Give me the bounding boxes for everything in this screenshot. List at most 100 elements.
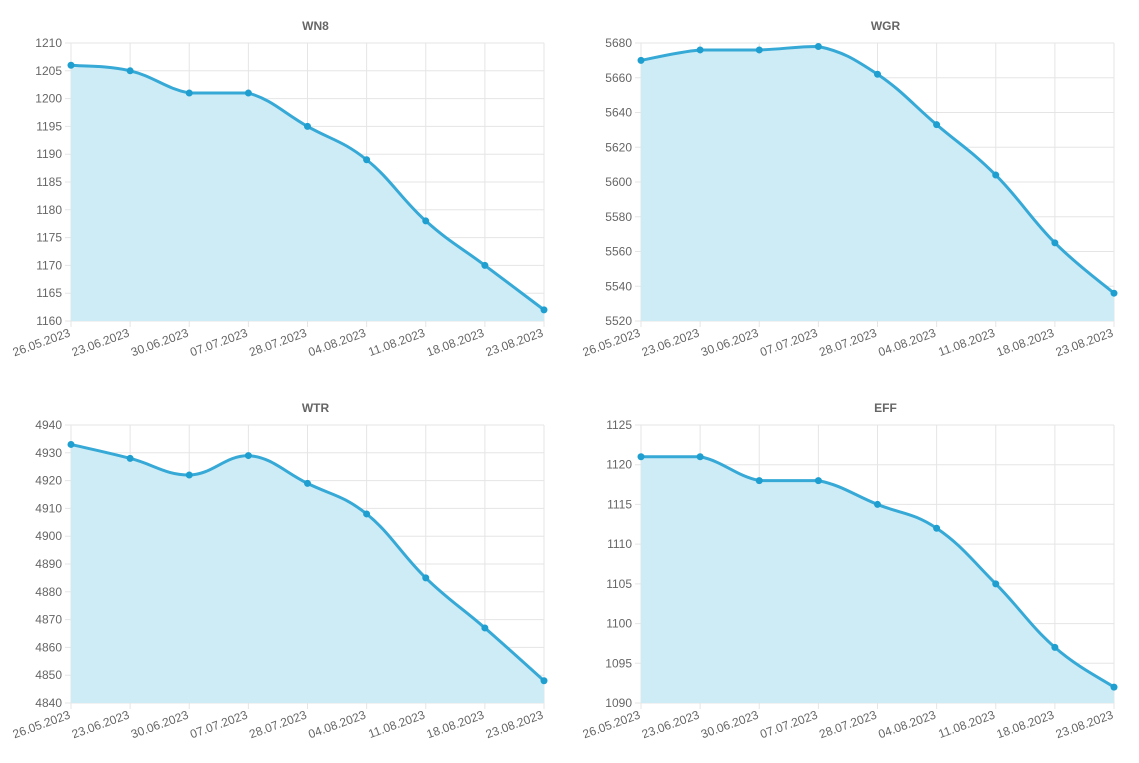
- eff-xtick-label: 18.08.2023: [995, 708, 1057, 742]
- wtr-point-4[interactable]: [304, 479, 311, 487]
- eff-ytick-label: 1105: [606, 577, 632, 591]
- wtr-title: WTR: [302, 401, 330, 415]
- wn8-xtick-label: 07.07.2023: [188, 326, 250, 360]
- wtr-point-8[interactable]: [540, 677, 548, 685]
- wgr-ytick-label: 5540: [605, 279, 632, 293]
- eff-xtick-label: 28.07.2023: [817, 708, 879, 742]
- wgr-xtick-label: 23.08.2023: [1054, 326, 1116, 360]
- wtr-point-1[interactable]: [126, 454, 134, 462]
- wn8-point-0[interactable]: [67, 61, 75, 69]
- eff-point-7[interactable]: [1051, 643, 1059, 651]
- wgr-xtick-label: 11.08.2023: [936, 326, 997, 360]
- eff-line: [639, 455, 1116, 689]
- wn8-point-8[interactable]: [540, 306, 548, 314]
- wtr-line: [69, 442, 546, 683]
- wn8-ytick-label: 1160: [36, 314, 62, 328]
- wn8-point-1[interactable]: [126, 67, 134, 75]
- wtr-ytick-label: 4880: [35, 585, 62, 599]
- wgr-xtick-label: 07.07.2023: [758, 326, 820, 360]
- wn8-point-6[interactable]: [422, 217, 430, 225]
- eff-ytick-label: 1110: [607, 537, 632, 551]
- wgr-xtick-label: 04.08.2023: [876, 326, 938, 360]
- eff-point-6[interactable]: [992, 580, 1000, 588]
- wn8-xtick-label: 26.05.2023: [11, 326, 73, 360]
- wgr-point-1[interactable]: [696, 46, 704, 54]
- wn8-ytick-label: 1170: [36, 258, 62, 272]
- eff-xtick-label: 23.06.2023: [640, 708, 702, 742]
- wtr-point-5[interactable]: [363, 510, 371, 518]
- wgr-point-7[interactable]: [1051, 239, 1059, 247]
- wtr-xtick-label: 28.07.2023: [247, 708, 309, 742]
- eff-point-8[interactable]: [1110, 683, 1118, 691]
- eff-point-1[interactable]: [696, 453, 704, 461]
- wn8-ytick-label: 1180: [36, 203, 62, 217]
- wn8-point-4[interactable]: [304, 122, 311, 130]
- wtr-ytick-label: 4900: [35, 529, 62, 543]
- wn8-title: WN8: [302, 19, 329, 33]
- wtr-point-2[interactable]: [185, 471, 193, 479]
- wn8-ytick-label: 1205: [35, 64, 62, 78]
- eff-xtick-label: 30.06.2023: [699, 708, 761, 742]
- wtr-chart: WTR 4840 4850 4860 4870 4880 4890 4900 4910 4920 4…: [0, 382, 569, 763]
- wtr-ytick-label: 4940: [35, 418, 62, 432]
- eff-ytick-label: 1095: [605, 656, 632, 670]
- wn8-point-5[interactable]: [363, 156, 371, 164]
- wn8-xtick-label: 28.07.2023: [247, 326, 309, 360]
- wtr-xtick-label: 23.06.2023: [70, 708, 132, 742]
- wgr-ytick-label: 5560: [605, 245, 632, 259]
- wgr-xtick-label: 26.05.2023: [581, 326, 643, 360]
- wn8-point-3[interactable]: [244, 89, 252, 97]
- eff-point-5[interactable]: [933, 524, 941, 532]
- wn8-xtick-label: 23.06.2023: [70, 326, 132, 360]
- eff-area: [641, 456, 1114, 703]
- wtr-ytick-label: 4890: [35, 557, 62, 571]
- wgr-point-6[interactable]: [992, 171, 1000, 179]
- wgr-point-8[interactable]: [1110, 289, 1118, 297]
- eff-svg: EFF 1090 1095 1100 1105 1110 1115 1120 1125 26.05…: [581, 401, 1118, 742]
- wtr-point-6[interactable]: [422, 574, 430, 582]
- wgr-title: WGR: [871, 19, 901, 33]
- wn8-point-7[interactable]: [481, 261, 489, 269]
- wgr-point-5[interactable]: [933, 121, 941, 129]
- wgr-chart: WGR 5520 5540 5560 5580 5600 5620 5640 5660 5680 2…: [570, 0, 1139, 381]
- wgr-point-3[interactable]: [814, 42, 822, 50]
- eff-ytick-label: 1120: [606, 458, 632, 472]
- wn8-ytick-label: 1165: [36, 286, 62, 300]
- wgr-point-0[interactable]: [637, 56, 645, 64]
- wgr-point-2[interactable]: [755, 46, 763, 54]
- eff-point-4[interactable]: [874, 500, 881, 508]
- eff-xtick-label: 26.05.2023: [581, 708, 643, 742]
- wtr-point-7[interactable]: [481, 624, 489, 632]
- wtr-xtick-label: 18.08.2023: [425, 708, 487, 742]
- wn8-line: [69, 63, 546, 312]
- eff-xtick-label: 04.08.2023: [876, 708, 938, 742]
- eff-point-2[interactable]: [755, 477, 763, 485]
- wgr-ytick-label: 5680: [605, 36, 632, 50]
- eff-point-3[interactable]: [814, 477, 822, 485]
- wn8-ytick-label: 1210: [35, 36, 62, 50]
- wgr-ytick-label: 5620: [605, 140, 632, 154]
- wn8-ytick-label: 1200: [35, 92, 62, 106]
- eff-point-0[interactable]: [637, 453, 645, 461]
- wtr-xtick-label: 26.05.2023: [11, 708, 73, 742]
- wn8-xtick-label: 11.08.2023: [366, 326, 427, 360]
- wgr-xtick-label: 18.08.2023: [995, 326, 1057, 360]
- wgr-xtick-label: 28.07.2023: [817, 326, 879, 360]
- wtr-xtick-label: 30.06.2023: [129, 708, 191, 742]
- wn8-ytick-label: 1195: [36, 119, 62, 133]
- wtr-xtick-label: 23.08.2023: [484, 708, 546, 742]
- wn8-xtick-label: 04.08.2023: [306, 326, 368, 360]
- wn8-ytick-label: 1190: [36, 147, 62, 161]
- wtr-ytick-label: 4910: [35, 501, 62, 515]
- wgr-point-4[interactable]: [874, 70, 881, 78]
- wtr-svg: WTR 4840 4850 4860 4870 4880 4890 4900 4910 4920 4…: [11, 401, 548, 742]
- wn8-svg: WN8 1160 1165 1170 1175 1180 1185 1190 1195 1200 1…: [11, 19, 548, 360]
- wtr-point-0[interactable]: [67, 440, 75, 448]
- wtr-ytick-label: 4920: [35, 474, 62, 488]
- wn8-ytick-label: 1185: [36, 175, 62, 189]
- wgr-ytick-label: 5580: [605, 210, 632, 224]
- wn8-xtick-label: 30.06.2023: [129, 326, 191, 360]
- wtr-point-3[interactable]: [244, 452, 252, 460]
- wgr-ytick-label: 5520: [605, 314, 632, 328]
- wn8-point-2[interactable]: [185, 89, 193, 97]
